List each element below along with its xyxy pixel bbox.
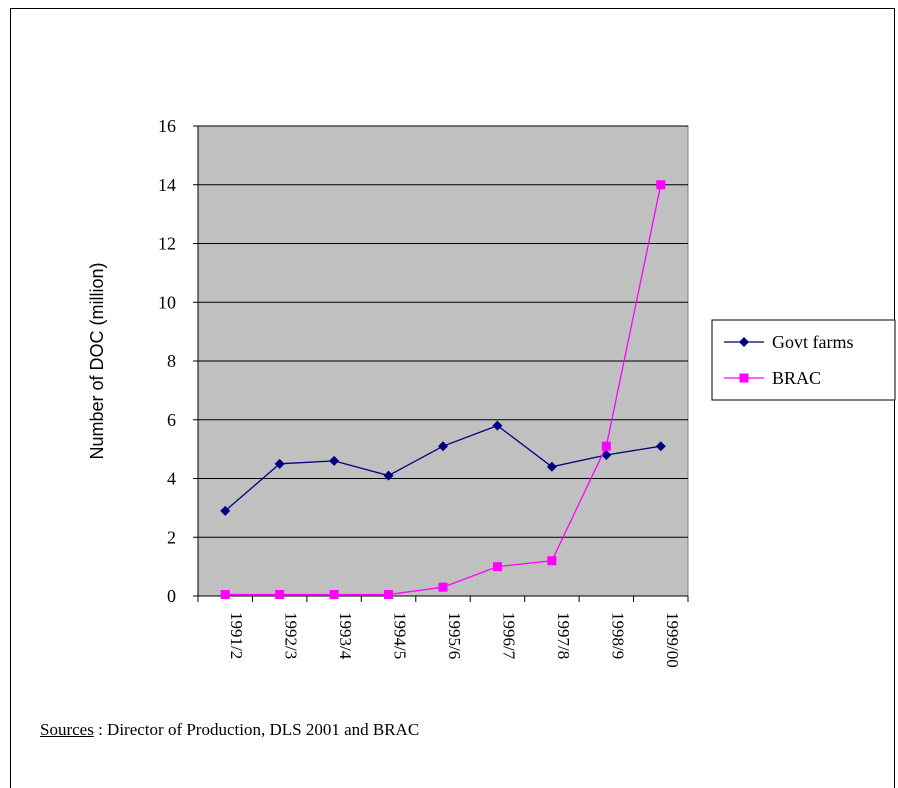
y-tick-label: 8 [167, 351, 176, 371]
x-tick-label: 1991/2 [227, 612, 246, 659]
x-tick-label: 1994/5 [391, 612, 410, 659]
data-point [383, 470, 394, 481]
data-point [492, 562, 502, 572]
y-tick-label: 2 [167, 527, 176, 547]
data-point [384, 590, 394, 600]
source-note: Sources : Director of Production, DLS 20… [40, 720, 419, 740]
series-brac [220, 180, 666, 600]
source-text: : Director of Production, DLS 2001 and B… [93, 720, 420, 739]
legend-label: BRAC [772, 368, 821, 388]
x-tick-label: 1995/6 [445, 612, 464, 659]
data-point [274, 458, 285, 469]
gridlines [198, 125, 688, 538]
x-tick-label: 1992/3 [282, 612, 301, 659]
y-tick-label: 6 [167, 410, 176, 430]
y-tick-labels: 0 2 4 6 8 10 12 14 16 [158, 116, 176, 606]
legend-label: Govt farms [772, 332, 853, 352]
y-tick-label: 10 [158, 292, 176, 312]
y-tick-label: 14 [158, 175, 176, 195]
source-label: Sources [40, 720, 94, 739]
series-lines [220, 180, 666, 600]
data-point [546, 461, 557, 472]
y-tick-label: 12 [158, 234, 176, 254]
legend: Govt farms BRAC [711, 319, 896, 401]
legend-item: BRAC [724, 368, 821, 388]
legend-box [711, 319, 896, 401]
data-point [547, 556, 557, 566]
y-tick-label: 0 [167, 586, 176, 606]
x-tick-label: 1999/00 [663, 612, 682, 668]
legend-item: Govt farms [724, 332, 853, 352]
y-axis-label: Number of DOC (million) [87, 262, 107, 459]
x-tick-label: 1997/8 [554, 612, 573, 659]
series-govt-farms [220, 420, 666, 516]
data-point [329, 455, 340, 466]
legend-marker [739, 373, 749, 383]
data-point [220, 505, 231, 516]
data-point [220, 590, 230, 600]
data-point [329, 590, 339, 600]
data-point [438, 582, 448, 592]
data-point [275, 590, 285, 600]
y-tick-label: 16 [158, 116, 176, 136]
x-tick-label: 1998/9 [608, 612, 627, 659]
x-tick-labels: 1991/2 1992/3 1993/4 1994/5 1995/6 1996/7 1997… [227, 612, 682, 668]
x-tick-label: 1996/7 [499, 612, 518, 660]
data-point [438, 441, 448, 452]
data-point [656, 180, 666, 190]
legend-marker [739, 337, 749, 347]
y-tick-label: 4 [167, 469, 176, 489]
x-tick-label: 1993/4 [336, 612, 355, 660]
data-point [601, 441, 611, 451]
data-point [492, 420, 503, 431]
data-point [655, 441, 666, 452]
